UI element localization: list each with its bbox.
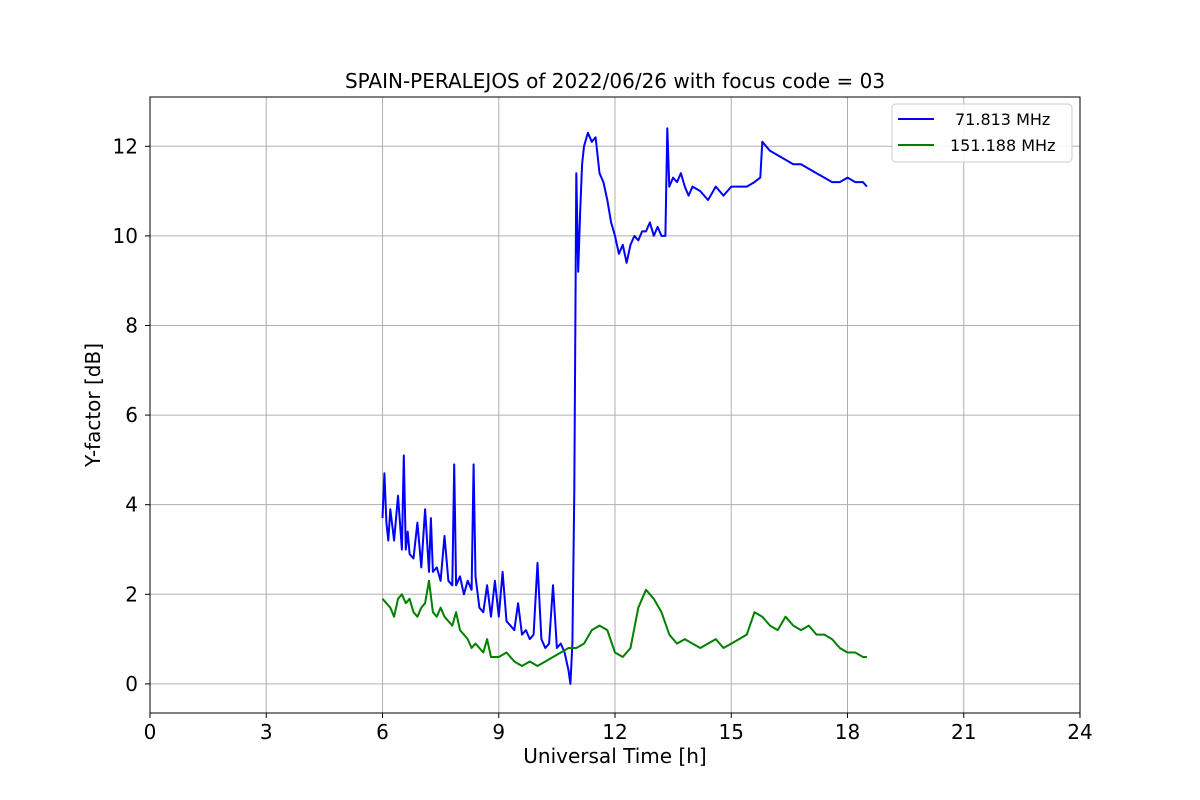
x-tick-label: 0 [144,720,157,744]
chart-title: SPAIN-PERALEJOS of 2022/06/26 with focus… [345,69,885,93]
x-tick-label: 21 [951,720,976,744]
y-tick-label: 2 [125,582,138,606]
y-axis-label: Y-factor [dB] [81,343,105,468]
x-tick-label: 12 [602,720,627,744]
x-axis: 0 3 6 9 12 15 18 21 24 [144,713,1093,744]
x-tick-label: 6 [376,720,389,744]
x-tick-label: 18 [835,720,860,744]
y-tick-label: 4 [125,493,138,517]
y-axis: 0 2 4 6 8 10 12 [113,134,150,696]
y-tick-label: 6 [125,403,138,427]
y-tick-label: 8 [125,313,138,337]
x-tick-label: 9 [492,720,505,744]
series-line-2 [381,579,867,667]
series-line-1 [381,127,868,685]
y-tick-label: 10 [113,224,138,248]
y-tick-label: 0 [125,672,138,696]
x-tick-label: 3 [260,720,273,744]
legend: 71.813 MHz 151.188 MHz [891,103,1073,163]
legend-label-series-2: 151.188 MHz [950,136,1055,155]
x-axis-label: Universal Time [h] [523,744,706,768]
y-tick-label: 12 [113,134,138,158]
legend-label-series-1: 71.813 MHz [955,110,1050,129]
x-tick-label: 15 [719,720,744,744]
x-tick-label: 24 [1067,720,1092,744]
legend-box [891,103,1073,163]
series-layer [381,127,868,685]
